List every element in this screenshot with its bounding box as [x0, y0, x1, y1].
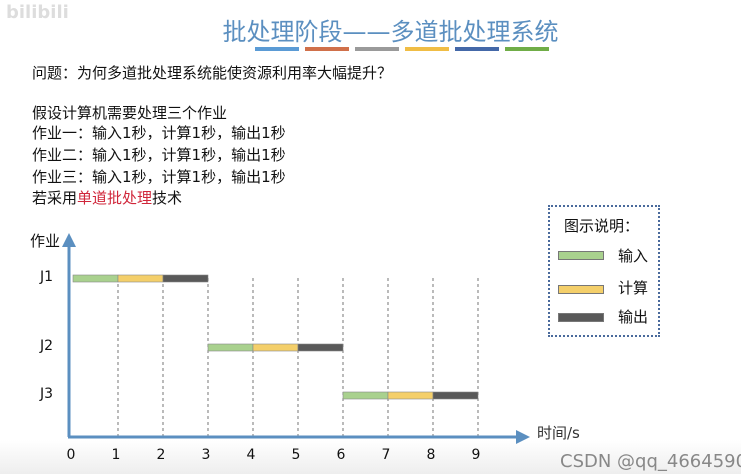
- title-stripe: [505, 47, 549, 51]
- title-stripe: [355, 47, 399, 51]
- highlight: 单道批处理: [77, 189, 153, 207]
- x-axis-arrow: [516, 430, 530, 444]
- line-3: 作业三：输入1秒，计算1秒，输出1秒: [32, 168, 286, 186]
- csdn-watermark: CSDN @qq_46645908: [560, 451, 741, 472]
- job-label: J3: [40, 386, 54, 402]
- bar-segment: [342, 391, 389, 400]
- bar-segment: [387, 391, 434, 400]
- slide-title: 批处理阶段——多道批处理系统: [222, 18, 559, 46]
- x-axis-label: 时间/s: [537, 424, 580, 442]
- bar-segment: [72, 274, 119, 283]
- legend-label-output: 输出: [618, 308, 649, 326]
- prefix: 若采用: [32, 189, 78, 207]
- bar-segment: [432, 391, 479, 400]
- bar-segment: [207, 343, 254, 352]
- x-tick-label: 6: [336, 447, 346, 463]
- line-4: 若采用单道批处理技术: [32, 189, 182, 208]
- x-tick-label: 9: [471, 447, 481, 463]
- bottom-shade: [0, 440, 741, 474]
- x-tick-label: 7: [381, 447, 391, 463]
- job-label: J2: [40, 338, 54, 354]
- title-stripe: [455, 47, 499, 51]
- legend-label-compute: 计算: [618, 279, 649, 297]
- title-stripe: [255, 47, 299, 51]
- line-1: 作业一：输入1秒，计算1秒，输出1秒: [32, 124, 286, 142]
- legend-swatch-input: [558, 251, 604, 260]
- x-tick-label: 8: [426, 447, 436, 463]
- x-tick-label: 1: [111, 447, 121, 463]
- legend-swatch-compute: [558, 285, 604, 294]
- x-tick-label: 2: [156, 447, 166, 463]
- x-tick-label: 4: [246, 447, 256, 463]
- x-tick-label: 5: [291, 447, 301, 463]
- x-tick-label: 0: [66, 447, 76, 463]
- title-stripe: [305, 47, 349, 51]
- legend-title: 图示说明：: [564, 217, 640, 235]
- y-axis-label: 作业: [30, 232, 61, 250]
- title-stripe: [405, 47, 449, 51]
- bar-segment: [297, 343, 344, 352]
- y-axis-arrow: [62, 233, 76, 247]
- question-text: 问题：为何多道批处理系统能使资源利用率大幅提升？: [32, 64, 393, 82]
- bar-segment: [162, 274, 209, 283]
- job-label: J1: [40, 269, 54, 285]
- bilibili-logo: bilibili: [6, 2, 69, 23]
- legend: 图示说明： 输入 计算 输出: [548, 205, 660, 337]
- legend-label-input: 输入: [618, 247, 649, 265]
- bar-segment: [252, 343, 299, 352]
- legend-swatch-output: [558, 313, 604, 322]
- line-0: 假设计算机需要处理三个作业: [32, 104, 228, 122]
- bar-segment: [117, 274, 164, 283]
- suffix: 技术: [152, 189, 183, 207]
- line-2: 作业二：输入1秒，计算1秒，输出1秒: [32, 146, 286, 164]
- x-tick-label: 3: [201, 447, 211, 463]
